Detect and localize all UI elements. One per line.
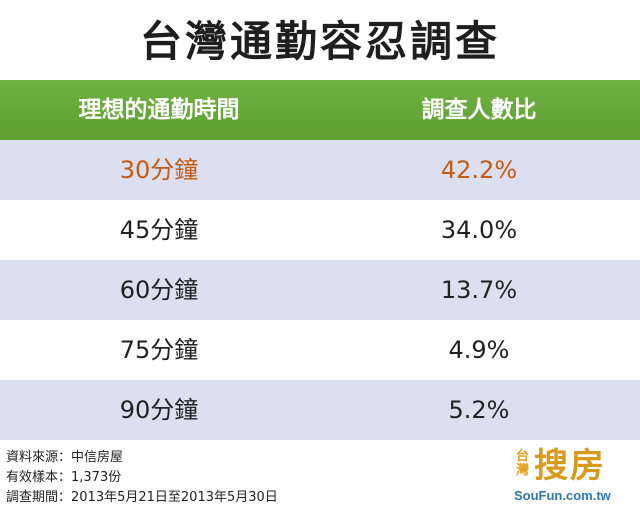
row-share-cell: 5.2% — [448, 396, 510, 424]
period-note: 調查期間：2013年5月21日至2013年5月30日 — [6, 490, 278, 505]
table-row: 90分鐘 5.2% — [0, 380, 640, 440]
soufun-logo: 台灣 搜房 SouFun.com.tw — [514, 444, 632, 508]
source-notes: 資料來源：中信房屋 有效樣本：1,373份 調查期間：2013年5月21日至20… — [6, 448, 278, 508]
row-time-cell: 30分鐘 — [119, 156, 199, 184]
sample-note: 有效樣本：1,373份 — [6, 470, 122, 485]
row-share-cell: 4.9% — [448, 336, 510, 364]
source-note: 資料來源：中信房屋 — [6, 450, 124, 465]
table-row: 60分鐘 13.7% — [0, 260, 640, 320]
table-row: 75分鐘 4.9% — [0, 320, 640, 380]
row-time-cell: 75分鐘 — [119, 336, 199, 364]
row-share-cell: 42.2% — [440, 156, 518, 184]
column-header-share: 調查人數比 — [421, 97, 537, 123]
footer: 資料來源：中信房屋 有效樣本：1,373份 調查期間：2013年5月21日至20… — [0, 440, 640, 512]
row-share-cell: 13.7% — [440, 276, 518, 304]
table-row: 45分鐘 34.0% — [0, 200, 640, 260]
row-time-cell: 45分鐘 — [119, 216, 199, 244]
table-row: 30分鐘 42.2% — [0, 140, 640, 200]
column-header-time: 理想的通勤時間 — [78, 97, 240, 123]
logo-small-text: 台灣 — [516, 449, 530, 478]
page-title: 台灣通勤容忍調查 — [139, 17, 500, 66]
logo-main-text: 搜房 — [534, 446, 606, 486]
logo-url-text: SouFun.com.tw — [514, 488, 611, 503]
row-share-cell: 34.0% — [440, 216, 518, 244]
table-header: 理想的通勤時間 調查人數比 — [0, 80, 640, 140]
survey-table: 理想的通勤時間 調查人數比 30分鐘 42.2% 45分鐘 34.0% 60分鐘… — [0, 80, 640, 440]
row-time-cell: 90分鐘 — [119, 396, 199, 424]
row-time-cell: 60分鐘 — [119, 276, 199, 304]
